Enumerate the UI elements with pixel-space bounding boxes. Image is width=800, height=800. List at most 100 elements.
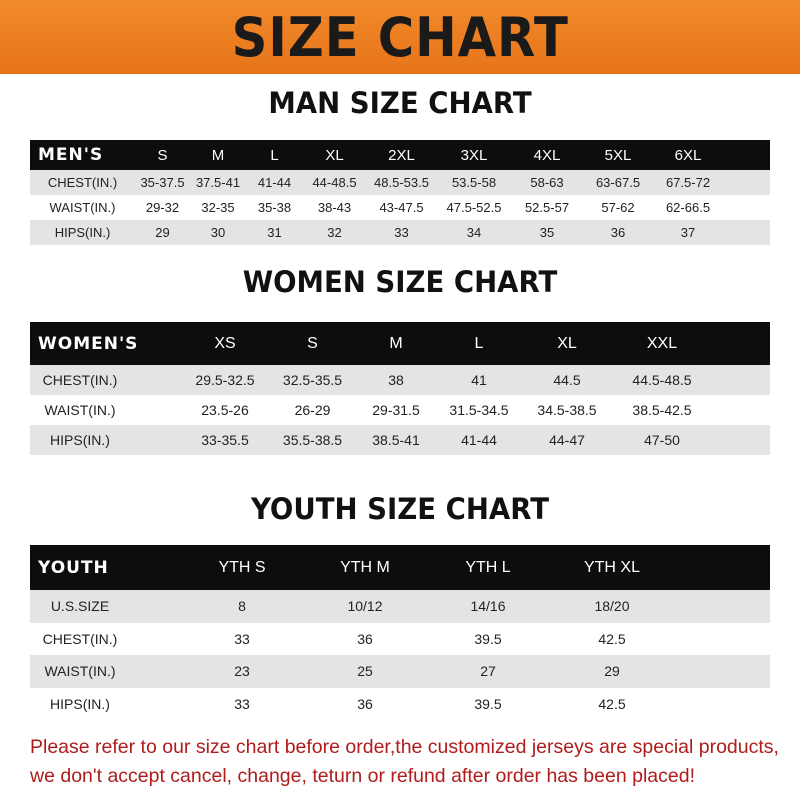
row-label: CHEST(IN.) <box>42 630 118 647</box>
measurement-cell: 53.5-58 <box>451 175 497 190</box>
measurement-cell: 47-50 <box>644 432 680 448</box>
table-row: WAIST(IN.) 29-32 32-35 35-38 38-43 43-47.5 47.… <box>30 195 770 220</box>
measurement-cell: 43-47.5 <box>379 200 424 215</box>
row-label: HIPS(IN.) <box>50 695 110 712</box>
table-header-row: MEN'S S M L XL 2XL 3XL 4XL 5XL 6XL <box>30 140 770 170</box>
table-row: WAIST(IN.) 23.5-26 26-29 29-31.5 31.5-34.5 34… <box>30 395 770 425</box>
size-header: M <box>211 146 225 164</box>
measurement-cell: 39.5 <box>474 630 502 647</box>
size-header: YTH L <box>465 558 511 576</box>
size-header: YTH M <box>340 558 390 576</box>
measurement-cell: 14/16 <box>470 598 506 615</box>
measurement-cell: 38.5-41 <box>372 432 420 448</box>
measurement-cell: 62-66.5 <box>665 200 711 215</box>
measurement-cell: 41 <box>471 372 487 388</box>
measurement-cell: 37.5-41 <box>195 175 241 190</box>
measurement-cell: 48.5-53.5 <box>374 175 429 190</box>
table-row: CHEST(IN.) 29.5-32.5 32.5-35.5 38 41 44.5 44.5… <box>30 365 770 395</box>
table-header-row: YOUTH YTH S YTH M YTH L YTH XL <box>30 545 770 590</box>
size-header: XS <box>214 334 236 352</box>
notice-line: Please refer to our size chart before or… <box>30 736 779 758</box>
row-label: U.S.SIZE <box>50 598 110 615</box>
measurement-cell: 32 <box>327 225 342 240</box>
measurement-cell: 35-38 <box>257 200 292 215</box>
measurement-cell: 32-35 <box>201 200 235 215</box>
youth-size-table: YOUTH YTH S YTH M YTH L YTH XL U.S.SIZE 8 10/12… <box>30 545 770 720</box>
measurement-cell: 26-29 <box>294 402 331 418</box>
measurement-cell: 36 <box>357 695 373 712</box>
measurement-cell: 29 <box>155 225 170 240</box>
women-size-table: WOMEN'S XS S M L XL XXL CHEST(IN.) 29.5-32.5 32.5… <box>30 322 770 455</box>
measurement-cell: 33 <box>394 225 409 240</box>
women-section-title: WOMEN SIZE CHART <box>242 265 558 299</box>
measurement-cell: 29-32 <box>145 200 180 215</box>
measurement-cell: 47.5-52.5 <box>446 200 502 215</box>
measurement-cell: 23.5-26 <box>201 402 249 418</box>
measurement-cell: 35 <box>539 225 555 240</box>
measurement-cell: 29 <box>604 663 620 680</box>
measurement-cell: 42.5 <box>598 630 626 647</box>
measurement-cell: 44-47 <box>549 432 585 448</box>
measurement-cell: 18/20 <box>594 598 630 615</box>
row-label: HIPS(IN.) <box>50 432 110 448</box>
measurement-cell: 29.5-32.5 <box>195 372 255 388</box>
row-label: WAIST(IN.) <box>44 663 116 680</box>
measurement-cell: 34 <box>466 225 482 240</box>
table-corner-label: YOUTH <box>38 557 109 578</box>
order-notice: Please refer to our size chart before or… <box>30 733 790 791</box>
measurement-cell: 8 <box>238 598 246 615</box>
table-row: CHEST(IN.) 35-37.5 37.5-41 41-44 44-48.5 48.5… <box>30 170 770 195</box>
measurement-cell: 41-44 <box>461 432 497 448</box>
measurement-cell: 29-31.5 <box>372 402 420 418</box>
measurement-cell: 10/12 <box>347 598 383 615</box>
size-header: 3XL <box>460 146 488 164</box>
size-header: 2XL <box>388 146 415 164</box>
size-header: S <box>157 146 168 164</box>
measurement-cell: 44.5 <box>553 372 581 388</box>
measurement-cell: 44.5-48.5 <box>632 372 692 388</box>
row-label: WAIST(IN.) <box>49 200 116 215</box>
size-header: 4XL <box>533 146 561 164</box>
measurement-cell: 35.5-38.5 <box>282 432 343 448</box>
notice-line: we don't accept cancel, change, teturn o… <box>30 765 695 787</box>
table-row: HIPS(IN.) 33 36 39.5 42.5 <box>30 688 770 721</box>
youth-section-title: YOUTH SIZE CHART <box>250 492 550 526</box>
measurement-cell: 57-62 <box>601 200 635 215</box>
measurement-cell: 23 <box>234 663 250 680</box>
measurement-cell: 38 <box>388 372 404 388</box>
row-label: WAIST(IN.) <box>44 402 116 418</box>
measurement-cell: 31 <box>267 225 282 240</box>
size-header: XL <box>325 146 344 164</box>
measurement-cell: 33-35.5 <box>201 432 249 448</box>
row-label: HIPS(IN.) <box>54 225 111 240</box>
measurement-cell: 39.5 <box>474 695 502 712</box>
measurement-cell: 38.5-42.5 <box>632 402 692 418</box>
measurement-cell: 42.5 <box>598 695 626 712</box>
measurement-cell: 63-67.5 <box>595 175 641 190</box>
table-row: HIPS(IN.) 29 30 31 32 33 34 35 36 37 <box>30 220 770 245</box>
measurement-cell: 34.5-38.5 <box>537 402 597 418</box>
measurement-cell: 33 <box>234 630 250 647</box>
size-header: M <box>389 334 403 352</box>
men-size-table: MEN'S S M L XL 2XL 3XL 4XL 5XL 6XL CHEST(IN.) 35-37… <box>30 140 770 245</box>
size-header: 5XL <box>604 146 632 164</box>
size-header: 6XL <box>674 146 702 164</box>
size-header: YTH S <box>218 558 266 576</box>
table-corner-label: MEN'S <box>38 145 104 165</box>
measurement-cell: 30 <box>210 225 226 240</box>
measurement-cell: 58-63 <box>530 175 564 190</box>
measurement-cell: 44-48.5 <box>312 175 357 190</box>
measurement-cell: 35-37.5 <box>140 175 185 190</box>
table-row: U.S.SIZE 8 10/12 14/16 18/20 <box>30 590 770 623</box>
size-header: S <box>307 334 318 352</box>
measurement-cell: 31.5-34.5 <box>449 402 509 418</box>
measurement-cell: 33 <box>234 695 250 712</box>
measurement-cell: 37 <box>680 225 696 240</box>
measurement-cell: 27 <box>480 663 496 680</box>
size-header: XL <box>557 334 577 352</box>
men-section-title: MAN SIZE CHART <box>268 86 532 120</box>
page-title: SIZE CHART <box>231 5 569 69</box>
measurement-cell: 36 <box>357 630 373 647</box>
size-header: XXL <box>646 334 678 352</box>
size-header: L <box>270 146 279 164</box>
